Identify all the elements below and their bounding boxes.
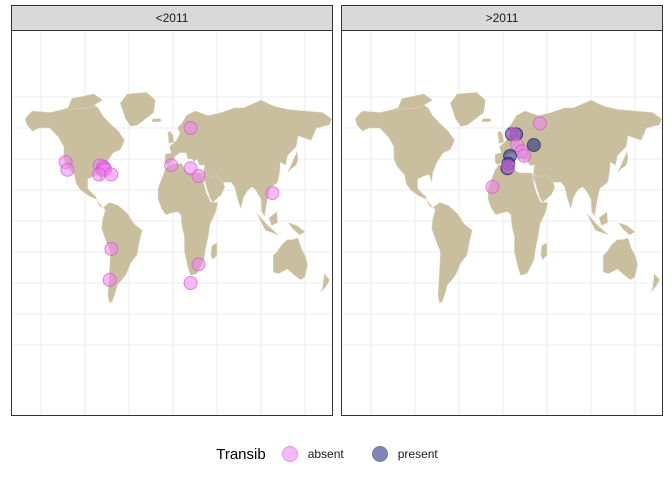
data-point-absent <box>183 276 198 290</box>
legend: Transib absent present <box>0 436 672 472</box>
country-shape <box>481 118 491 123</box>
world-map <box>342 31 662 415</box>
data-point-absent <box>164 158 179 173</box>
country-shape <box>397 93 434 110</box>
country-shape <box>449 92 486 127</box>
country-shape <box>586 213 609 236</box>
map-plot-area <box>341 30 663 416</box>
map-plot-area <box>11 30 333 416</box>
country-shape <box>603 237 638 281</box>
data-point-absent <box>501 159 516 174</box>
landmass <box>354 92 662 304</box>
data-point-absent <box>183 121 198 135</box>
country-shape <box>203 174 226 203</box>
legend-label-absent: absent <box>307 447 344 461</box>
data-point-absent <box>485 179 500 194</box>
data-point-absent <box>265 186 280 201</box>
country-shape <box>210 242 218 261</box>
facet-strip-label: >2011 <box>341 5 663 31</box>
country-shape <box>598 211 608 227</box>
country-shape <box>287 222 306 236</box>
world-map <box>12 31 332 415</box>
data-point-absent <box>102 272 117 287</box>
country-shape <box>119 92 156 127</box>
legend-title: Transib <box>216 445 266 463</box>
data-point-present <box>526 138 541 153</box>
legend-label-present: present <box>397 447 438 461</box>
country-shape <box>497 130 505 144</box>
legend-key-absent <box>280 444 300 464</box>
country-shape <box>540 242 548 261</box>
country-shape <box>431 202 473 304</box>
data-point-absent <box>92 167 107 182</box>
data-point-absent <box>517 148 532 163</box>
country-shape <box>617 150 629 174</box>
facet-panel-before-2011: <2011 <box>11 5 333 416</box>
country-shape <box>617 222 636 236</box>
facet-panel-after-2011: >2011 <box>341 5 663 416</box>
graticule <box>12 31 332 415</box>
country-shape <box>268 211 278 227</box>
country-shape <box>354 101 455 209</box>
country-shape <box>24 101 125 209</box>
data-point-absent <box>104 241 119 256</box>
country-shape <box>287 150 299 174</box>
country-shape <box>320 273 330 293</box>
country-shape <box>157 163 219 276</box>
facet-strip-label: <2011 <box>11 5 333 31</box>
country-shape <box>533 174 556 203</box>
data-point-absent <box>104 167 119 182</box>
graticule <box>342 31 662 415</box>
country-shape <box>67 93 104 110</box>
data-point-absent <box>191 169 206 184</box>
data-point-absent <box>191 257 206 272</box>
data-points <box>58 121 280 290</box>
country-shape <box>167 130 175 144</box>
data-point-absent <box>60 162 75 177</box>
country-shape <box>151 118 161 123</box>
country-shape <box>273 237 308 281</box>
country-shape <box>256 213 279 236</box>
data-point-absent <box>532 116 547 131</box>
legend-key-present <box>370 444 390 464</box>
country-shape <box>650 273 660 293</box>
landmass <box>24 92 332 304</box>
data-points <box>485 116 547 194</box>
